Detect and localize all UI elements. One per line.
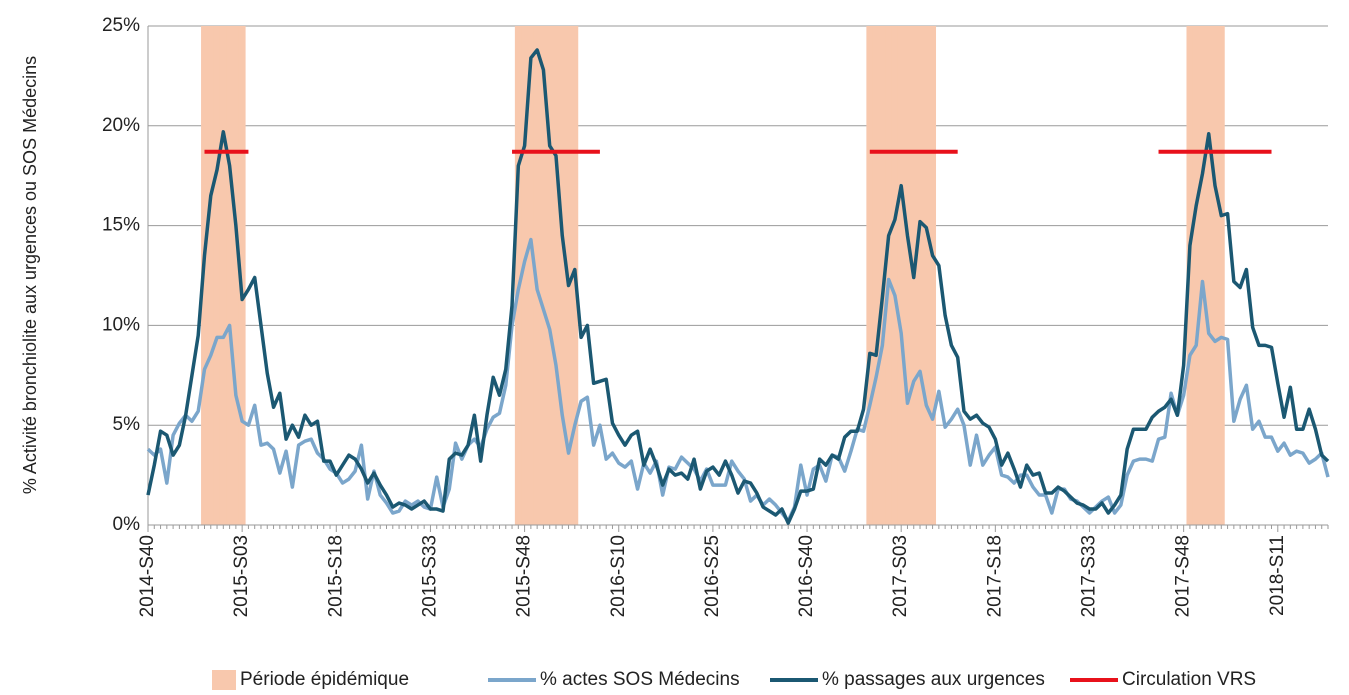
- epidemic-bar: [514, 26, 522, 525]
- epidemic-bar: [885, 26, 893, 525]
- epidemic-bar: [897, 26, 905, 525]
- x-tick-label: 2016-S25: [702, 535, 723, 617]
- x-tick-label: 2016-S10: [608, 535, 629, 617]
- legend-label: Période épidémique: [240, 669, 409, 690]
- legend-label: Circulation VRS: [1122, 669, 1256, 690]
- epidemic-bar: [539, 26, 547, 525]
- epidemic-bar: [219, 26, 227, 525]
- legend-label: % actes SOS Médecins: [540, 669, 740, 690]
- epidemic-bar: [878, 26, 886, 525]
- epidemic-bar: [922, 26, 930, 525]
- epidemic-bar: [891, 26, 899, 525]
- epidemic-bar: [872, 26, 880, 525]
- x-tick-label: 2017-S48: [1173, 535, 1194, 617]
- epidemic-bar: [1199, 26, 1206, 525]
- epidemic-bar: [521, 26, 529, 525]
- x-tick-label: 2015-S33: [419, 535, 440, 617]
- y-tick-label: 25%: [102, 15, 140, 36]
- x-tick-label: 2014-S40: [137, 535, 158, 617]
- epidemic-bar: [1205, 26, 1213, 525]
- x-tick-label: 2017-S18: [984, 535, 1005, 617]
- epidemic-bar: [904, 26, 911, 525]
- epidemic-bar: [866, 26, 874, 525]
- x-tick-label: 2015-S03: [231, 535, 252, 617]
- x-tick-label: 2015-S48: [514, 535, 535, 617]
- epidemic-bar: [207, 26, 215, 525]
- epidemic-bar: [1192, 26, 1200, 525]
- y-tick-label: 0%: [113, 514, 141, 535]
- x-tick-label: 2015-S18: [325, 535, 346, 617]
- x-tick-label: 2018-S11: [1267, 535, 1288, 616]
- epidemic-bar: [226, 26, 234, 525]
- epidemic-bar: [552, 26, 560, 525]
- y-tick-label: 10%: [102, 314, 140, 335]
- legend-swatch: [212, 670, 236, 690]
- epidemic-bar: [213, 26, 221, 525]
- x-tick-label: 2017-S03: [890, 535, 911, 617]
- epidemic-bar: [232, 26, 240, 525]
- y-tick-label: 20%: [102, 115, 140, 136]
- y-axis-title: % Activité bronchiolite aux urgences ou …: [20, 55, 40, 495]
- epidemic-bar: [916, 26, 924, 525]
- epidemic-bar: [238, 26, 246, 525]
- series-line: [146, 48, 1330, 525]
- x-tick-label: 2016-S40: [796, 535, 817, 617]
- series-line: [146, 237, 1330, 523]
- epidemic-bar: [558, 26, 566, 525]
- y-tick-label: 15%: [102, 215, 140, 236]
- epidemic-bar: [546, 26, 554, 525]
- epidemic-bar: [1217, 26, 1225, 525]
- epidemic-bar: [1211, 26, 1219, 525]
- y-tick-label: 5%: [113, 414, 141, 435]
- epidemic-bar: [929, 26, 937, 525]
- x-tick-label: 2017-S33: [1079, 535, 1100, 617]
- legend-label: % passages aux urgences: [822, 669, 1045, 690]
- epidemic-bar: [527, 26, 535, 525]
